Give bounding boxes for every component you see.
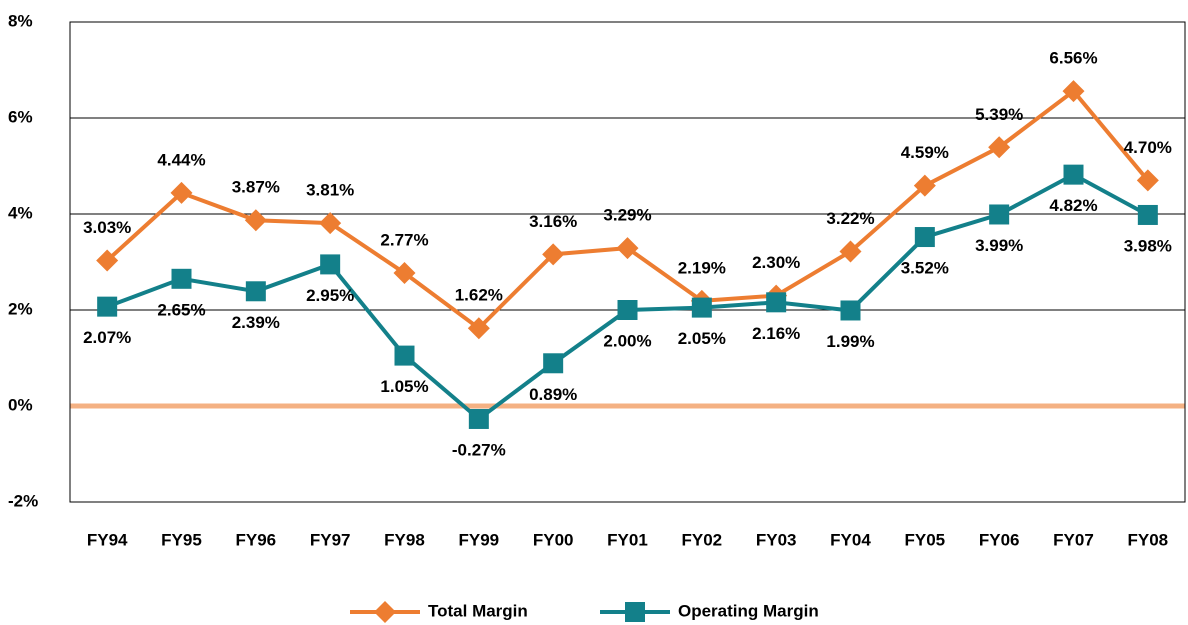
- data-label: 3.81%: [306, 181, 354, 200]
- data-point: [988, 136, 1011, 159]
- x-tick-label: FY94: [87, 530, 128, 549]
- data-label: 4.59%: [901, 143, 949, 162]
- x-tick-label: FY08: [1128, 530, 1169, 549]
- data-point: [840, 300, 861, 321]
- legend-label: Total Margin: [428, 601, 528, 620]
- data-label: 1.05%: [380, 377, 428, 396]
- data-label: 3.98%: [1124, 236, 1172, 255]
- data-point: [766, 292, 787, 313]
- data-label: 1.62%: [455, 286, 503, 305]
- data-label: 3.03%: [83, 218, 131, 237]
- data-point: [914, 227, 935, 248]
- data-point: [989, 204, 1010, 225]
- data-point: [170, 181, 193, 204]
- y-tick-label: 8%: [8, 11, 33, 30]
- x-tick-label: FY95: [161, 530, 202, 549]
- x-tick-label: FY96: [236, 530, 277, 549]
- data-label: 2.39%: [232, 313, 280, 332]
- data-label: 3.99%: [975, 236, 1023, 255]
- x-tick-label: FY01: [607, 530, 648, 549]
- data-label: 2.77%: [380, 231, 428, 250]
- data-label: 4.44%: [157, 150, 205, 169]
- data-point: [1137, 204, 1158, 225]
- data-point: [691, 297, 712, 318]
- data-label: 3.22%: [826, 209, 874, 228]
- data-label: 2.95%: [306, 286, 354, 305]
- data-point: [1136, 169, 1159, 192]
- data-label: -0.27%: [452, 440, 506, 459]
- x-tick-label: FY03: [756, 530, 797, 549]
- data-point: [913, 174, 936, 197]
- data-label: 4.70%: [1124, 138, 1172, 157]
- data-point: [617, 300, 638, 320]
- data-label: 0.89%: [529, 385, 577, 404]
- legend-marker: [625, 602, 645, 622]
- legend-marker: [374, 601, 396, 623]
- data-label: 5.39%: [975, 105, 1023, 124]
- data-point: [1062, 80, 1085, 103]
- x-tick-label: FY05: [905, 530, 946, 549]
- data-label: 2.30%: [752, 253, 800, 272]
- data-point: [616, 237, 639, 260]
- data-point: [393, 262, 416, 285]
- data-label: 2.65%: [157, 300, 205, 319]
- data-point: [245, 281, 266, 302]
- legend-label: Operating Margin: [678, 601, 819, 620]
- y-tick-label: 4%: [8, 203, 33, 222]
- data-label: 4.82%: [1049, 196, 1097, 215]
- x-tick-label: FY07: [1053, 530, 1094, 549]
- x-tick-label: FY99: [459, 530, 500, 549]
- data-point: [394, 345, 415, 366]
- data-label: 6.56%: [1049, 49, 1097, 68]
- data-label: 2.16%: [752, 324, 800, 343]
- data-point: [1063, 164, 1084, 185]
- data-label: 3.16%: [529, 212, 577, 231]
- x-tick-label: FY98: [384, 530, 425, 549]
- y-tick-label: 0%: [8, 395, 33, 414]
- data-label: 1.99%: [826, 332, 874, 351]
- data-label: 3.29%: [603, 206, 651, 225]
- plot-border: [69, 21, 1186, 503]
- x-tick-label: FY97: [310, 530, 351, 549]
- data-point: [244, 209, 267, 232]
- y-tick-label: 2%: [8, 299, 33, 318]
- data-label: 2.19%: [678, 258, 726, 277]
- data-point: [543, 353, 564, 374]
- x-tick-label: FY04: [830, 530, 871, 549]
- x-tick-label: FY06: [979, 530, 1020, 549]
- data-point: [467, 317, 490, 340]
- data-label: 2.07%: [83, 328, 131, 347]
- data-point: [97, 296, 118, 317]
- y-tick-label: -2%: [8, 491, 38, 510]
- data-point: [542, 243, 565, 266]
- data-point: [171, 268, 192, 289]
- x-tick-label: FY00: [533, 530, 574, 549]
- data-label: 3.52%: [901, 259, 949, 278]
- data-point: [96, 249, 119, 272]
- y-tick-label: 6%: [8, 107, 33, 126]
- data-point: [319, 212, 342, 235]
- data-point: [839, 240, 862, 263]
- data-label: 2.00%: [603, 331, 651, 350]
- data-label: 3.87%: [232, 178, 280, 197]
- data-point: [320, 254, 341, 275]
- data-point: [468, 408, 489, 429]
- x-tick-label: FY02: [682, 530, 723, 549]
- data-label: 2.05%: [678, 329, 726, 348]
